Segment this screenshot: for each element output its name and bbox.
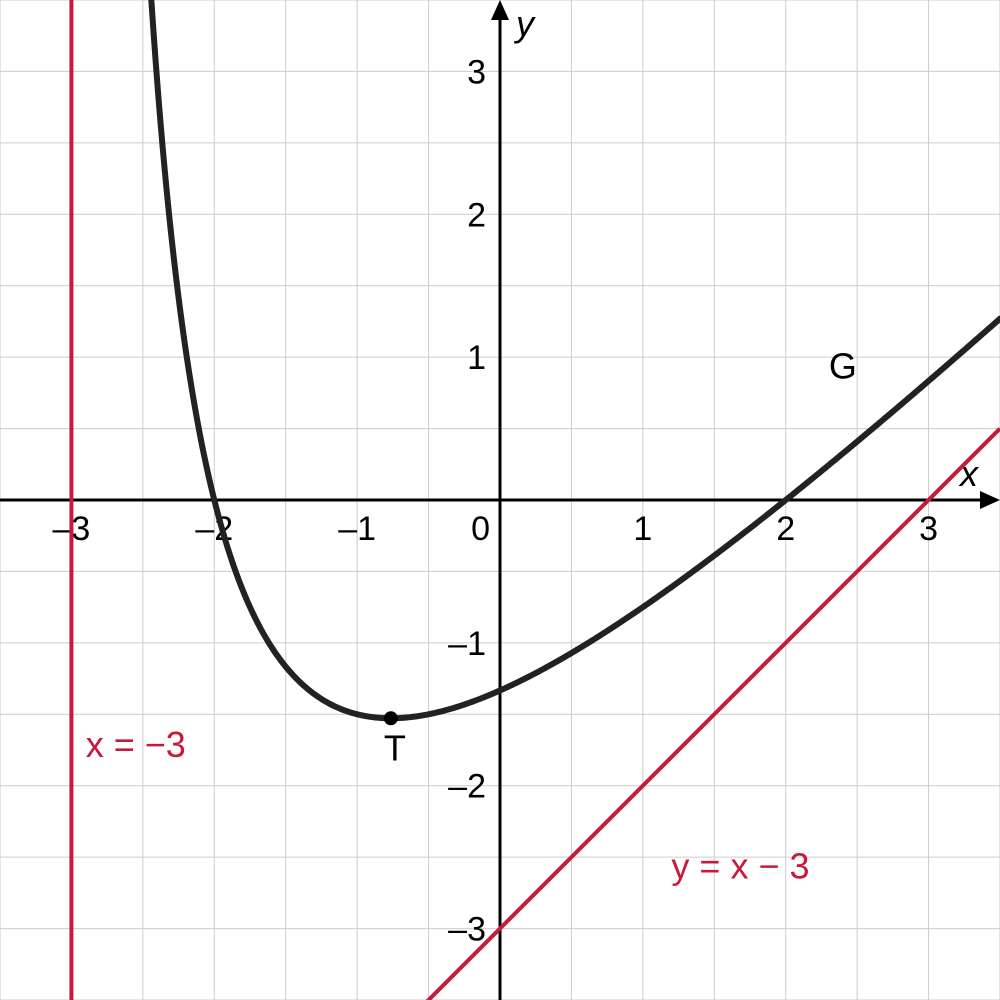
y-tick-label: –2 (448, 768, 486, 806)
y-tick-label: 1 (467, 339, 486, 377)
y-axis-label: y (513, 3, 536, 44)
x-tick-label: 3 (919, 510, 938, 548)
y-tick-label: 2 (467, 196, 486, 234)
turning-point-label: T (384, 727, 406, 768)
plot-svg: –3–2–10123–3–2–1123xyTGx = −3y = x − 3 (0, 0, 1000, 1000)
y-tick-label: 3 (467, 53, 486, 91)
curve-label: G (829, 346, 857, 387)
vertical-asymptote-label: x = −3 (86, 724, 186, 765)
oblique-asymptote-label: y = x − 3 (671, 846, 809, 887)
function-plot: –3–2–10123–3–2–1123xyTGx = −3y = x − 3 (0, 0, 1000, 1000)
y-tick-label: –3 (448, 911, 486, 949)
x-tick-label: 2 (776, 510, 795, 548)
x-tick-label: 1 (633, 510, 652, 548)
x-tick-label: –1 (338, 510, 376, 548)
turning-point-marker (384, 711, 398, 725)
x-tick-label: 0 (471, 510, 490, 548)
y-tick-label: –1 (448, 625, 486, 663)
